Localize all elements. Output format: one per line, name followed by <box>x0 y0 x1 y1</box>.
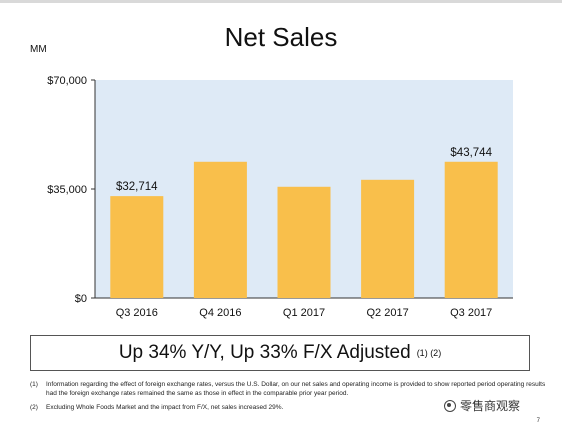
unit-label: MM <box>30 44 47 55</box>
summary-text: Up 34% Y/Y, Up 33% F/X Adjusted <box>118 342 411 363</box>
page-title: Net Sales <box>224 22 338 52</box>
x-tick-label: Q2 2017 <box>366 307 408 319</box>
x-tick-label: Q4 2016 <box>199 307 241 319</box>
footnote-number: (2) <box>30 404 38 411</box>
summary-box: Up 34% Y/Y, Up 33% F/X Adjusted (1) (2) <box>30 335 530 371</box>
y-tick-label: $35,000 <box>47 184 87 196</box>
page-number: 7 <box>536 418 540 424</box>
footnote-text: Information regarding the effect of fore… <box>46 381 546 397</box>
y-tick-label: $0 <box>75 293 87 305</box>
bar-chart: $0 $35,000 $70,000 Q3 2016 $32,714 Q4 2016 Q1 … <box>47 75 513 319</box>
bar <box>277 186 331 298</box>
top-border <box>0 0 562 3</box>
watermark: 零售商观察 <box>440 396 525 415</box>
bar <box>110 196 164 298</box>
summary-footnote-refs: (1) (2) <box>416 348 442 358</box>
bar <box>444 161 498 298</box>
bar <box>193 161 247 298</box>
footnote-2: (2) Excluding Whole Foods Market and the… <box>30 403 550 412</box>
x-tick-label: Q1 2017 <box>283 307 325 319</box>
footnotes: (1) Information regarding the effect of … <box>30 380 550 417</box>
x-tick-label: Q3 2016 <box>116 307 158 319</box>
footnote-text: Excluding Whole Foods Market and the imp… <box>46 404 284 411</box>
data-label: $32,714 <box>116 181 158 193</box>
wechat-icon <box>444 399 456 412</box>
y-tick-label: $70,000 <box>47 75 87 87</box>
footnote-number: (1) <box>30 381 38 388</box>
data-label: $43,744 <box>450 147 492 159</box>
bar <box>361 179 415 298</box>
footnote-1: (1) Information regarding the effect of … <box>30 380 550 398</box>
x-tick-label: Q3 2017 <box>450 307 492 319</box>
watermark-text: 零售商观察 <box>460 399 521 413</box>
